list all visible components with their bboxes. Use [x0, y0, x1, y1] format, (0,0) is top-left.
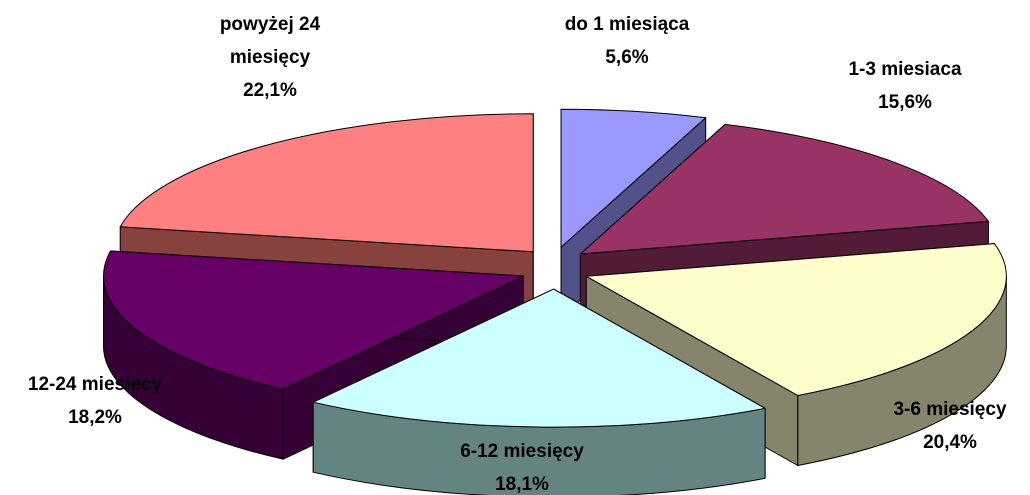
- slice-category-label: 1-3 miesiaca: [848, 59, 961, 80]
- slice-value-label: 15,6%: [878, 92, 932, 113]
- slice-top: [119, 113, 534, 253]
- slice-category-label: do 1 miesiąca: [565, 14, 690, 35]
- slice-label-6-12-miesiecy: 6-12 miesięcy 18,1%: [460, 441, 584, 495]
- slice-top: [585, 243, 1007, 396]
- slice-value-label: 18,2%: [68, 407, 122, 428]
- slice-top: [560, 108, 707, 248]
- slice-label-do-1-miesiaca: do 1 miesiąca 5,6%: [565, 14, 690, 68]
- slice-label-3-6-miesiecy: 3-6 miesięcy 20,4%: [893, 399, 1006, 453]
- slice-category-label: 12-24 miesiecy: [28, 374, 163, 395]
- slice-value-label: 5,6%: [605, 47, 648, 68]
- slice-labels: do 1 miesiąca 5,6% 1-3 miesiaca 15,6% 3-6 mi…: [28, 14, 1007, 495]
- slice-top: [312, 288, 766, 428]
- slice-label-1-3-miesiaca: 1-3 miesiaca 15,6%: [848, 59, 961, 113]
- slice-value-label: 20,4%: [923, 432, 977, 453]
- slice-value-label: 22,1%: [243, 80, 297, 101]
- slice-top: [579, 123, 989, 255]
- slice-category-label: 3-6 miesięcy: [893, 399, 1006, 420]
- slice-category-label: powyżej 24: [220, 14, 321, 35]
- slice-top: [103, 250, 524, 390]
- slice-label-12-24-miesiecy: 12-24 miesiecy 18,2%: [28, 374, 163, 428]
- slice-value-label: 18,1%: [495, 474, 549, 495]
- slice-label-powyzej-24-miesiecy: powyżej 24 miesięcy 22,1%: [220, 14, 321, 101]
- pie-slice-6-12-miesiecy: [312, 288, 766, 495]
- slice-category-label: miesięcy: [230, 47, 311, 68]
- slice-category-label: 6-12 miesięcy: [460, 441, 584, 462]
- pie-slices: [103, 108, 1007, 495]
